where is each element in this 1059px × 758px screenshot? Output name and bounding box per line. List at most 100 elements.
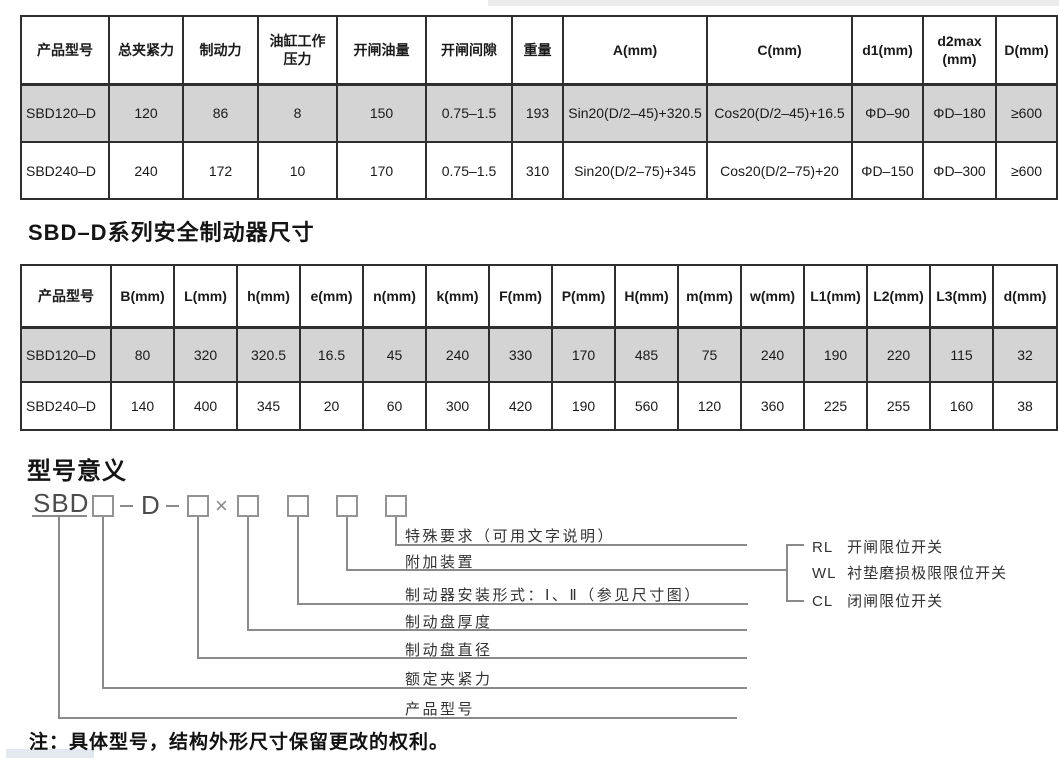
- table-cell: 140: [110, 381, 175, 431]
- leader-line: [395, 544, 747, 546]
- column-header: L2(mm): [866, 264, 931, 329]
- diagram-label-disc-diameter: 制动盘直径: [405, 642, 493, 659]
- table-cell: 60: [362, 381, 427, 431]
- table-cell: 32: [992, 326, 1058, 383]
- table-cell: 400: [173, 381, 238, 431]
- dimension-spec-table: 产品型号 B(mm) L(mm) h(mm) e(mm) n(mm) k(mm)…: [20, 264, 1058, 431]
- column-header: A(mm): [562, 15, 708, 86]
- table-cell: 190: [551, 381, 616, 431]
- leader-line: [346, 569, 787, 571]
- model-code-box: [287, 495, 309, 517]
- table-cell: 193: [511, 83, 564, 143]
- column-header: L(mm): [173, 264, 238, 329]
- table-cell: ΦD–180: [922, 83, 997, 143]
- table-cell: ΦD–300: [922, 141, 997, 200]
- table-cell: Sin20(D/2–45)+320.5: [562, 83, 708, 143]
- table-cell: 86: [182, 83, 259, 143]
- drop-line: [395, 517, 397, 545]
- model-cell: SBD240–D: [20, 141, 110, 200]
- table-row: SBD120–D 80 320 320.5 16.5 45 240 330 17…: [20, 326, 1058, 383]
- column-header: e(mm): [299, 264, 364, 329]
- leader-line: [247, 629, 747, 631]
- drop-line: [247, 517, 249, 630]
- column-header: m(mm): [677, 264, 742, 329]
- bracket-vertical-line: [786, 544, 788, 602]
- switch-option-cl: CL 闭闸限位开关: [812, 590, 943, 611]
- table-cell: 345: [236, 381, 301, 431]
- model-code-box: [187, 495, 209, 517]
- table-cell: 170: [551, 326, 616, 383]
- column-header: k(mm): [425, 264, 490, 329]
- column-header: H(mm): [614, 264, 679, 329]
- table-cell: 220: [866, 326, 931, 383]
- diagram-label-special-requirements: 特殊要求（可用文字说明）: [405, 528, 616, 545]
- column-header: w(mm): [740, 264, 805, 329]
- switch-code: WL: [812, 565, 837, 582]
- footnote: 注：具体型号，结构外形尺寸保留更改的权利。: [29, 732, 450, 753]
- table-cell: 240: [425, 326, 490, 383]
- column-header: d1(mm): [851, 15, 924, 86]
- table-cell: 320: [173, 326, 238, 383]
- table-cell: Cos20(D/2–45)+16.5: [706, 83, 853, 143]
- column-header: B(mm): [110, 264, 175, 329]
- drop-line: [197, 517, 199, 658]
- scan-artifact-top: [488, 0, 1059, 6]
- table-cell: 20: [299, 381, 364, 431]
- table-cell: 330: [488, 326, 553, 383]
- diagram-label-product-model: 产品型号: [405, 701, 476, 718]
- column-header: F(mm): [488, 264, 553, 329]
- table-cell: 255: [866, 381, 931, 431]
- table-cell: 190: [803, 326, 868, 383]
- model-code-box: [385, 495, 407, 517]
- scan-artifact-bottom-left: [6, 749, 94, 758]
- diagram-label-rated-clamping-force: 额定夹紧力: [405, 671, 493, 688]
- column-header: L3(mm): [929, 264, 994, 329]
- model-code-box: [336, 495, 358, 517]
- table-cell: 45: [362, 326, 427, 383]
- table-cell: 0.75–1.5: [425, 83, 513, 143]
- model-code-box: [92, 495, 114, 517]
- switch-option-rl: RL 开闸限位开关: [812, 536, 943, 557]
- model-d-code-text: D: [141, 490, 160, 520]
- switch-option-wl: WL 衬垫磨损极限限位开关: [812, 562, 1007, 583]
- table-cell: 485: [614, 326, 679, 383]
- dash-segment: [166, 505, 179, 507]
- switch-label: 开闸限位开关: [847, 539, 944, 556]
- table-cell: 120: [677, 381, 742, 431]
- column-header: 油缸工作 压力: [257, 15, 338, 86]
- section-title-model-meaning: 型号意义: [27, 458, 127, 485]
- column-header: d2max (mm): [922, 15, 997, 86]
- column-header: 开闸间隙: [425, 15, 513, 86]
- table-cell: 150: [336, 83, 427, 143]
- column-header: 制动力: [182, 15, 259, 86]
- table-cell: 300: [425, 381, 490, 431]
- table-cell: 8: [257, 83, 338, 143]
- table-cell: 16.5: [299, 326, 364, 383]
- model-prefix-text: SBD: [33, 488, 90, 518]
- column-header: 产品型号: [20, 264, 112, 329]
- switch-code: RL: [812, 539, 834, 556]
- section-title-dimensions: SBD–D系列安全制动器尺寸: [28, 220, 315, 245]
- model-cell: SBD120–D: [20, 326, 112, 383]
- column-header: 重量: [511, 15, 564, 86]
- column-header: d(mm): [992, 264, 1058, 329]
- table-cell: 240: [740, 326, 805, 383]
- table-cell: 310: [511, 141, 564, 200]
- times-symbol: ×: [215, 493, 228, 518]
- drop-line: [58, 517, 60, 718]
- table-cell: 560: [614, 381, 679, 431]
- drop-line: [102, 517, 104, 688]
- table-cell: 360: [740, 381, 805, 431]
- table-cell: 38: [992, 381, 1058, 431]
- dash-segment: [120, 505, 133, 507]
- table-cell: Cos20(D/2–75)+20: [706, 141, 853, 200]
- performance-spec-table: 产品型号 总夹紧力 制动力 油缸工作 压力 开闸油量 开闸间隙 重量 A(mm)…: [20, 15, 1058, 200]
- table-row: SBD240–D 140 400 345 20 60 300 420 190 5…: [20, 381, 1058, 431]
- table-cell: ≥600: [995, 141, 1058, 200]
- table-cell: 240: [108, 141, 184, 200]
- column-header: D(mm): [995, 15, 1058, 86]
- leader-line: [58, 717, 737, 719]
- column-header: C(mm): [706, 15, 853, 86]
- table-cell: ΦD–90: [851, 83, 924, 143]
